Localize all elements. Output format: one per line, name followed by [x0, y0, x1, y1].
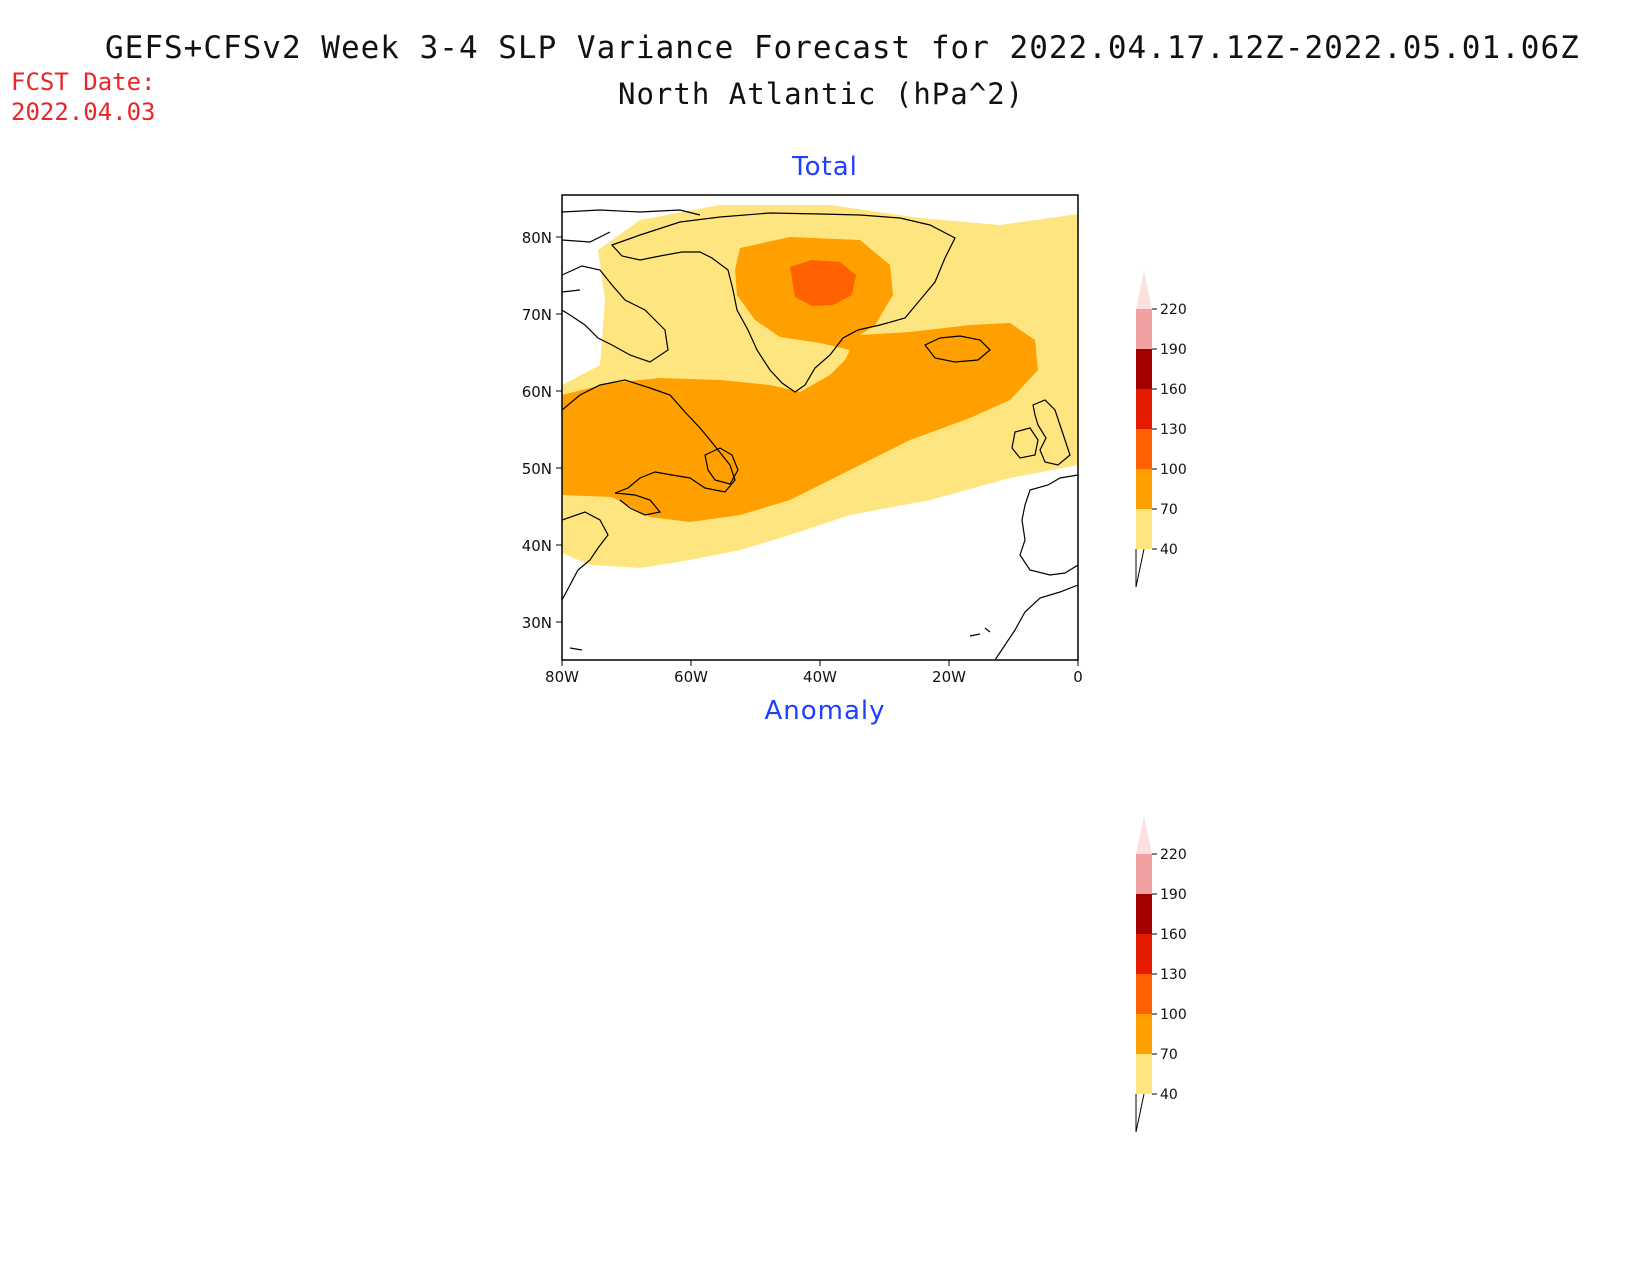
longitude-ticks: 80W 60W 40W 20W 0 [545, 660, 1083, 686]
colorbar-swatch [1136, 389, 1152, 429]
lat-tick-40n: 40N [522, 537, 552, 555]
forecast-date-value: 2022.04.03 [11, 98, 156, 126]
lat-tick-30n: 30N [522, 614, 552, 632]
figure-title: GEFS+CFSv2 Week 3-4 SLP Variance Forecas… [105, 30, 1580, 66]
colorbar-swatch [1136, 854, 1152, 894]
lat-tick-70n: 70N [522, 306, 552, 324]
lat-tick-80n: 80N [522, 229, 552, 247]
colorbar-upper-extend [1136, 816, 1152, 854]
lon-tick-20w: 20W [932, 668, 966, 686]
colorbar-lower-extend [1135, 548, 1145, 588]
anomaly-colorbar: 40 70 100 130 160 190 220 [1135, 816, 1187, 1133]
colorbar-swatch [1136, 974, 1152, 1014]
coastlines [562, 209, 1078, 660]
colorbar-swatch [1136, 894, 1152, 934]
colorbar-level-label: 160 [1160, 927, 1187, 943]
colorbar-level-label: 70 [1160, 502, 1178, 518]
labrador-coast [562, 379, 736, 494]
colorbar-level-label: 130 [1160, 422, 1187, 438]
iberia-coast [1019, 474, 1078, 576]
contour-fill-100-130 [790, 260, 856, 306]
colorbar-level-label: 100 [1160, 462, 1187, 478]
newfoundland-coast [704, 447, 739, 485]
latitude-ticks: 30N 40N 50N 60N 70N 80N [522, 229, 562, 632]
contour-fill-70-100 [562, 237, 1038, 522]
anomaly-panel-title: Anomaly [764, 696, 886, 726]
iceland-coast [924, 335, 991, 363]
colorbar-swatch [1136, 349, 1152, 389]
colorbar-swatch [1136, 934, 1152, 974]
colorbar-level-label: 220 [1160, 302, 1187, 318]
arctic-islands-coast [562, 209, 701, 293]
atlantic-islands-coast [569, 627, 991, 651]
colorbar-level-label: 190 [1160, 887, 1187, 903]
baffin-coast [562, 265, 669, 363]
lon-tick-40w: 40W [803, 668, 837, 686]
colorbar-swatch [1136, 1014, 1152, 1054]
lat-tick-50n: 50N [522, 460, 552, 478]
colorbar-upper-extend [1136, 271, 1152, 309]
colorbar-level-label: 220 [1160, 847, 1187, 863]
greenland-coast [610, 212, 956, 393]
lon-tick-80w: 80W [545, 668, 579, 686]
africa-coast [994, 584, 1078, 660]
forecast-date-label: FCST Date: [11, 68, 156, 96]
figure-subtitle: North Atlantic (hPa^2) [618, 77, 1025, 111]
colorbar-level-label: 40 [1160, 542, 1178, 558]
colorbar-level-label: 130 [1160, 967, 1187, 983]
total-colorbar: 40 70 100 130 160 190 220 [1135, 271, 1187, 588]
colorbar-level-label: 40 [1160, 1087, 1178, 1103]
colorbar-level-label: 160 [1160, 382, 1187, 398]
britain-coast [1032, 399, 1071, 466]
lat-tick-60n: 60N [522, 383, 552, 401]
colorbar-level-label: 190 [1160, 342, 1187, 358]
colorbar-swatch [1136, 429, 1152, 469]
lon-tick-0: 0 [1073, 668, 1083, 686]
maritimes-coast [614, 492, 662, 516]
colorbar-lower-extend [1135, 1093, 1145, 1133]
colorbar-swatch [1136, 469, 1152, 509]
ireland-coast [1011, 427, 1039, 459]
colorbar-swatch [1136, 309, 1152, 349]
colorbar-level-label: 100 [1160, 1007, 1187, 1023]
us-east-coast [562, 511, 609, 601]
colorbar-swatch [1136, 509, 1152, 549]
total-panel-title: Total [792, 152, 858, 182]
total-variance-map: 30N 40N 50N 60N 70N 80N 80W 60W 40W 20W … [522, 194, 1083, 686]
lon-tick-60w: 60W [674, 668, 708, 686]
colorbar-swatch [1136, 1054, 1152, 1094]
colorbar-level-label: 70 [1160, 1047, 1178, 1063]
